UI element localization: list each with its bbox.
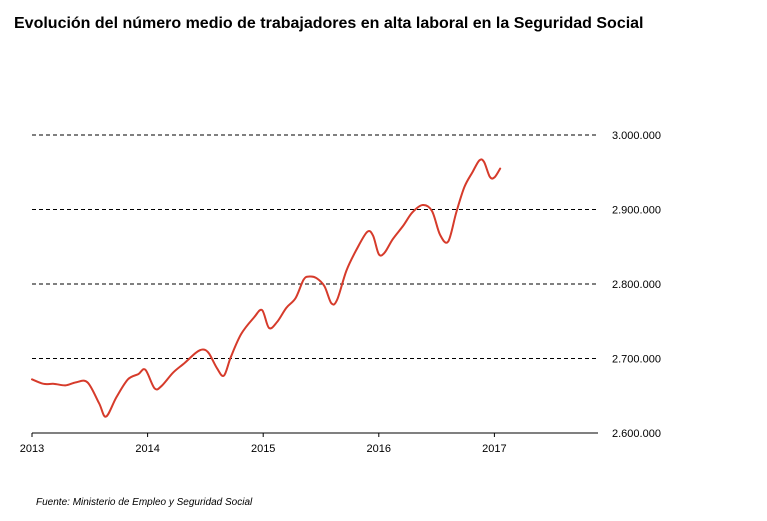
source-note: Fuente: Ministerio de Empleo y Seguridad…	[36, 497, 253, 508]
series-line	[31, 158, 502, 418]
chart-title: Evolución del número medio de trabajador…	[14, 15, 644, 32]
x-tick-label: 2014	[135, 443, 159, 455]
series-group	[31, 158, 502, 418]
x-tick-label: 2013	[20, 443, 44, 455]
x-axis: 2013 2014 2015 2016 2017	[20, 432, 598, 455]
x-tick-label: 2016	[367, 443, 391, 455]
y-tick-label: 3.000.000	[612, 130, 661, 142]
x-tick-label: 2015	[251, 443, 275, 455]
y-axis-tick-labels: 2.600.000 2.700.000 2.800.000 2.900.000 3.00…	[612, 130, 661, 440]
y-tick-label: 2.700.000	[612, 354, 661, 366]
y-tick-label: 2.600.000	[612, 428, 661, 440]
y-tick-label: 2.900.000	[612, 205, 661, 217]
x-tick-label: 2017	[482, 443, 506, 455]
gridlines	[32, 134, 598, 359]
y-tick-label: 2.800.000	[612, 279, 661, 291]
